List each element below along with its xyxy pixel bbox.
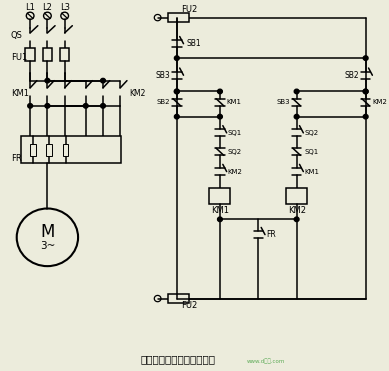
Bar — [286, 188, 307, 204]
Circle shape — [294, 89, 299, 94]
Text: FU2: FU2 — [182, 5, 198, 14]
Circle shape — [363, 89, 368, 94]
Circle shape — [294, 217, 299, 221]
Text: L2: L2 — [42, 3, 53, 12]
Text: SQ2: SQ2 — [228, 149, 242, 155]
Text: KM2: KM2 — [372, 99, 387, 105]
Bar — [60, 48, 70, 61]
Circle shape — [363, 89, 368, 94]
Text: L3: L3 — [60, 3, 70, 12]
Text: FU1: FU1 — [11, 53, 27, 62]
Circle shape — [45, 104, 50, 108]
Text: 限位开关控制自动往复电路: 限位开关控制自动往复电路 — [140, 354, 215, 364]
Text: FR: FR — [266, 230, 276, 239]
Text: KM2: KM2 — [287, 206, 306, 215]
Circle shape — [174, 114, 179, 119]
Text: QS: QS — [11, 31, 23, 40]
Text: KM2: KM2 — [129, 89, 145, 98]
Text: www.d个图.com: www.d个图.com — [247, 359, 286, 364]
Circle shape — [217, 114, 223, 119]
Text: SQ1: SQ1 — [228, 130, 242, 136]
Text: SQ2: SQ2 — [304, 130, 319, 136]
Text: L1: L1 — [25, 3, 35, 12]
Bar — [43, 48, 52, 61]
Text: KM2: KM2 — [228, 168, 242, 175]
Text: SB3: SB3 — [276, 99, 290, 105]
Bar — [30, 144, 36, 156]
Text: KM1: KM1 — [211, 206, 229, 215]
Text: SQ1: SQ1 — [304, 149, 319, 155]
Circle shape — [363, 114, 368, 119]
Text: 3~: 3~ — [40, 241, 55, 251]
Bar — [25, 48, 35, 61]
Circle shape — [217, 217, 223, 221]
Text: FU2: FU2 — [182, 301, 198, 310]
Text: SB3: SB3 — [155, 71, 170, 80]
Circle shape — [83, 104, 88, 108]
Circle shape — [45, 78, 50, 83]
Bar — [46, 144, 52, 156]
Text: SB1: SB1 — [186, 39, 201, 48]
Text: KM1: KM1 — [11, 89, 29, 98]
Circle shape — [174, 89, 179, 94]
Bar — [168, 13, 189, 22]
Text: SB2: SB2 — [157, 99, 170, 105]
Circle shape — [28, 104, 33, 108]
Bar — [21, 137, 121, 164]
Bar — [63, 144, 68, 156]
Text: M: M — [40, 223, 54, 241]
Circle shape — [174, 89, 179, 94]
Bar — [168, 294, 189, 303]
Circle shape — [294, 114, 299, 119]
Circle shape — [363, 56, 368, 60]
Circle shape — [174, 56, 179, 60]
Text: KM1: KM1 — [304, 168, 319, 175]
Text: KM1: KM1 — [227, 99, 242, 105]
Bar — [209, 188, 231, 204]
Circle shape — [101, 104, 105, 108]
Text: SB2: SB2 — [344, 71, 359, 80]
Text: FR: FR — [11, 154, 22, 164]
Circle shape — [217, 89, 223, 94]
Circle shape — [101, 78, 105, 83]
